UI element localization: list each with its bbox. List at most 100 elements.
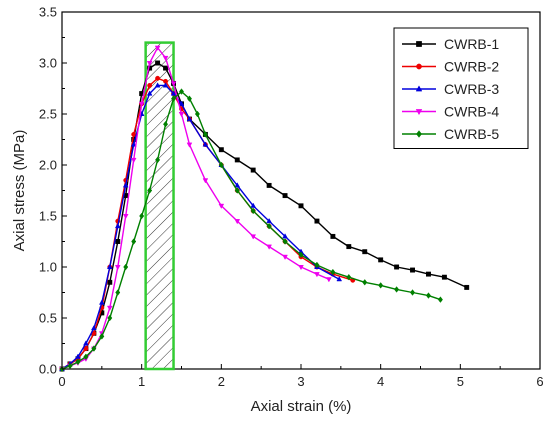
data-point bbox=[250, 167, 256, 173]
data-point bbox=[266, 244, 272, 250]
data-point bbox=[186, 115, 193, 122]
data-point bbox=[416, 41, 422, 47]
x-tick-label: 5 bbox=[457, 374, 464, 389]
data-point bbox=[170, 90, 177, 96]
data-point bbox=[154, 45, 161, 51]
data-point bbox=[298, 203, 304, 209]
y-axis-label: Axial stress (MPa) bbox=[11, 130, 28, 252]
data-point bbox=[266, 222, 272, 230]
data-point bbox=[346, 273, 352, 281]
y-tick-label: 3.5 bbox=[39, 5, 57, 20]
data-point bbox=[298, 251, 304, 259]
data-point bbox=[122, 213, 129, 220]
data-point bbox=[282, 233, 288, 239]
data-point bbox=[139, 212, 145, 220]
data-point bbox=[378, 257, 384, 263]
legend-label: CWRB-3 bbox=[444, 81, 499, 97]
data-point bbox=[155, 75, 161, 81]
data-point bbox=[171, 95, 177, 102]
legend-label: CWRB-5 bbox=[444, 126, 499, 142]
data-point bbox=[250, 202, 257, 208]
data-point bbox=[266, 217, 272, 224]
data-point bbox=[415, 85, 423, 92]
data-point bbox=[425, 292, 431, 299]
data-point bbox=[378, 282, 384, 289]
y-tick-label: 1.5 bbox=[39, 209, 57, 224]
data-point bbox=[394, 264, 400, 270]
series-layer bbox=[59, 45, 470, 373]
data-point bbox=[194, 110, 200, 118]
series-line bbox=[61, 47, 330, 370]
series-cwrb-5 bbox=[59, 88, 443, 373]
data-point bbox=[362, 279, 368, 286]
series-line bbox=[61, 62, 467, 370]
data-point bbox=[114, 264, 121, 271]
y-tick-label: 0.5 bbox=[39, 311, 57, 326]
data-point bbox=[138, 101, 145, 107]
series-line bbox=[61, 90, 441, 370]
x-tick-label: 1 bbox=[138, 374, 145, 389]
data-point bbox=[282, 238, 288, 245]
data-point bbox=[330, 233, 336, 239]
data-point bbox=[130, 157, 137, 164]
data-point bbox=[131, 238, 137, 245]
data-point bbox=[123, 263, 129, 271]
data-point bbox=[234, 157, 240, 163]
data-point bbox=[83, 346, 89, 352]
legend-item: CWRB-2 bbox=[402, 59, 499, 75]
data-point bbox=[67, 362, 73, 370]
legend: CWRB-1 CWRB-2 CWRB-3 CWRB-4 CWRB-5 bbox=[393, 27, 529, 149]
data-point bbox=[75, 353, 81, 359]
peak-strain-highlight bbox=[144, 41, 175, 371]
data-point bbox=[130, 141, 137, 147]
data-point bbox=[314, 272, 320, 278]
data-point bbox=[98, 299, 105, 305]
data-point bbox=[91, 345, 97, 352]
data-point bbox=[115, 289, 121, 296]
data-point bbox=[464, 284, 470, 290]
legend-item: CWRB-1 bbox=[402, 36, 499, 52]
data-point bbox=[170, 81, 177, 87]
data-point bbox=[410, 289, 416, 296]
series-line bbox=[61, 77, 354, 370]
data-point bbox=[155, 60, 161, 66]
axis-ticks: 0 1 2 3 4 5 6 0.0 0.5 1.0 1.5 2.0 2.5 3.0 3.5 bbox=[39, 5, 544, 390]
data-point bbox=[155, 156, 161, 164]
y-tick-label: 2.5 bbox=[39, 107, 57, 122]
data-point bbox=[298, 264, 304, 271]
data-point bbox=[437, 296, 443, 303]
series-cwrb-3 bbox=[59, 82, 343, 372]
series-cwrb-4 bbox=[59, 45, 332, 373]
series-line bbox=[61, 84, 340, 370]
x-tick-label: 0 bbox=[58, 374, 65, 389]
data-point bbox=[362, 249, 368, 255]
data-point bbox=[416, 63, 422, 70]
data-point bbox=[83, 353, 89, 361]
data-point bbox=[234, 219, 241, 225]
x-tick-label: 3 bbox=[297, 374, 304, 389]
legend-item: CWRB-5 bbox=[402, 126, 499, 142]
data-point bbox=[186, 142, 193, 148]
data-point bbox=[91, 325, 97, 331]
data-point bbox=[178, 100, 185, 106]
data-point bbox=[441, 274, 447, 280]
y-tick-label: 3.0 bbox=[39, 56, 57, 71]
data-point bbox=[107, 279, 113, 285]
data-point bbox=[415, 109, 423, 116]
data-point bbox=[218, 147, 224, 153]
data-point bbox=[83, 340, 89, 346]
data-point bbox=[326, 277, 332, 283]
legend-item: CWRB-3 bbox=[402, 81, 499, 97]
legend-label: CWRB-1 bbox=[444, 36, 499, 52]
data-point bbox=[178, 88, 185, 95]
data-point bbox=[336, 276, 343, 282]
data-point bbox=[154, 82, 161, 88]
data-point bbox=[99, 333, 105, 340]
data-point bbox=[234, 187, 240, 194]
data-point bbox=[314, 218, 320, 224]
data-point bbox=[202, 141, 209, 147]
data-point bbox=[147, 187, 153, 194]
data-point bbox=[146, 90, 153, 96]
data-point bbox=[106, 305, 113, 311]
